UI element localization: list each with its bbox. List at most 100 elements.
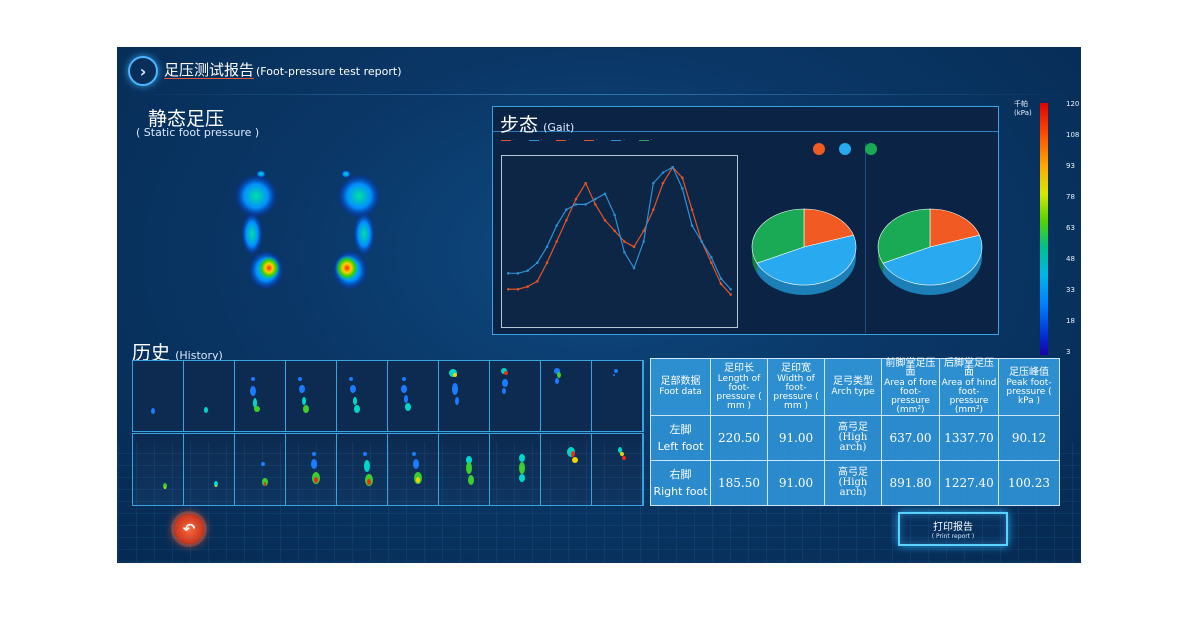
footprint-blob (455, 397, 459, 405)
header-en: Foot data (659, 387, 702, 397)
history-thumbnail[interactable] (541, 361, 591, 431)
app-title-zh: 足压测试报告 (164, 61, 255, 79)
header-zh: 前脚掌足压面 (885, 358, 936, 378)
app-title-en: (Foot-pressure test report) (256, 65, 402, 78)
history-thumbnail[interactable] (235, 434, 285, 505)
pie-slice (877, 208, 931, 264)
arch-en: (High arch) (838, 432, 868, 453)
history-thumbnail[interactable] (439, 434, 489, 505)
history-thumbnail[interactable] (592, 361, 642, 431)
history-thumbnail[interactable] (592, 434, 642, 505)
print-report-button[interactable]: 打印报告 ( Print report ) (898, 512, 1008, 546)
cell-hind-area: 1337.70 (939, 415, 999, 461)
footprint-blob (571, 451, 575, 457)
gait-data-point (574, 197, 578, 201)
gait-data-point (565, 208, 568, 211)
pie-slice-side (756, 235, 856, 295)
history-thumbnail[interactable] (337, 434, 387, 505)
gait-data-point (681, 176, 684, 180)
history-title-zh: 历史 (132, 342, 171, 364)
footprint-blob (311, 459, 317, 469)
gait-data-point (652, 181, 655, 185)
footprint-blob (413, 459, 419, 469)
cell-peak: 100.23 (998, 460, 1060, 506)
footprint-blob (416, 477, 420, 483)
footprint-blob (312, 452, 316, 456)
cell-hind-area: 1227.40 (939, 460, 999, 506)
thumbnail-footprint (449, 369, 459, 405)
history-thumbnail[interactable] (286, 361, 336, 431)
scale-unit-zh: 千帕 (1014, 100, 1028, 108)
history-thumbnail[interactable] (388, 361, 438, 431)
gait-data-point (507, 287, 510, 291)
footprint-blob (299, 385, 305, 393)
cell-arch: 高弓足 (High arch) (824, 460, 882, 506)
pie-legend-item (813, 143, 825, 155)
scale-tick: 33 (1066, 286, 1075, 294)
footprint-blob (314, 477, 318, 483)
pie-legend-item (865, 143, 877, 155)
history-thumbnail[interactable] (184, 434, 234, 505)
history-thumbnail[interactable] (184, 361, 234, 431)
history-thumbnail[interactable] (490, 361, 540, 431)
history-thumbnail[interactable] (286, 434, 336, 505)
gait-data-point (661, 171, 665, 174)
print-label-zh: 打印报告 (933, 522, 973, 533)
header-zh: 足印宽 (781, 362, 811, 374)
history-thumbnail[interactable] (235, 361, 285, 431)
gait-data-point (613, 213, 616, 217)
footprint-blob (555, 378, 559, 384)
color-scale-bar (1040, 103, 1048, 355)
gait-data-point (603, 192, 607, 196)
thumbnail-footprint (567, 447, 578, 463)
history-thumbnail[interactable] (439, 361, 489, 431)
static-subtitle: ( Static foot pressure ) (136, 126, 260, 139)
gait-data-point (545, 245, 549, 249)
footprint-blob (350, 385, 356, 393)
history-thumbnail[interactable] (337, 361, 387, 431)
history-thumbnail[interactable] (541, 434, 591, 505)
header-length: 足印长 Length of foot-pressure ( mm ) (710, 358, 768, 416)
history-thumbnail[interactable] (133, 434, 183, 505)
history-title: 历史 (History) (132, 338, 223, 365)
scale-tick: 120 (1066, 100, 1080, 108)
footprint-blob (453, 373, 457, 377)
right-foot-pie-chart (877, 208, 983, 295)
gait-data-point (642, 229, 645, 233)
gait-title: 步态 (Gait) (500, 110, 574, 137)
footprint-blob (250, 386, 256, 396)
arch-en: (High arch) (838, 477, 868, 498)
header-zh: 足弓类型 (833, 376, 873, 387)
thumbnail-footprint (311, 452, 320, 484)
static-foot-heatmap (234, 170, 381, 290)
right-footprint (332, 170, 381, 290)
gait-data-point (507, 272, 510, 275)
gait-data-point (536, 261, 539, 265)
gait-legend: · · · · · · (501, 137, 653, 143)
left-foot-pie-chart (751, 208, 857, 295)
pie-slice (929, 208, 980, 248)
header-width: 足印宽 Width of foot-pressure ( mm ) (767, 358, 825, 416)
row-label: 右脚 Right foot (650, 460, 711, 506)
gait-data-point (594, 197, 597, 201)
history-thumbnail[interactable] (490, 434, 540, 505)
gait-data-point (545, 261, 549, 265)
chevron-right-icon[interactable]: › (128, 56, 158, 86)
history-thumbnail[interactable] (388, 434, 438, 505)
gait-data-point (555, 240, 558, 243)
header-foot-data: 足部数据 Foot data (650, 358, 711, 416)
footprint-blob (502, 379, 508, 387)
legend-item: · (611, 137, 625, 143)
gait-data-point (632, 245, 636, 249)
gait-data-point (642, 240, 645, 243)
history-row-static (132, 360, 644, 432)
gait-series-line (508, 166, 732, 295)
pie-legend-item (839, 143, 851, 155)
footprint-blob (519, 454, 525, 462)
footprint-blob (254, 406, 260, 412)
history-thumbnail[interactable] (133, 361, 183, 431)
footprint-blob (204, 407, 208, 413)
header-fore-area: 前脚掌足压面 Area of fore foot-pressure (mm²) (881, 358, 940, 416)
gait-data-point (652, 208, 655, 211)
undo-icon[interactable]: ↶ (174, 514, 204, 544)
